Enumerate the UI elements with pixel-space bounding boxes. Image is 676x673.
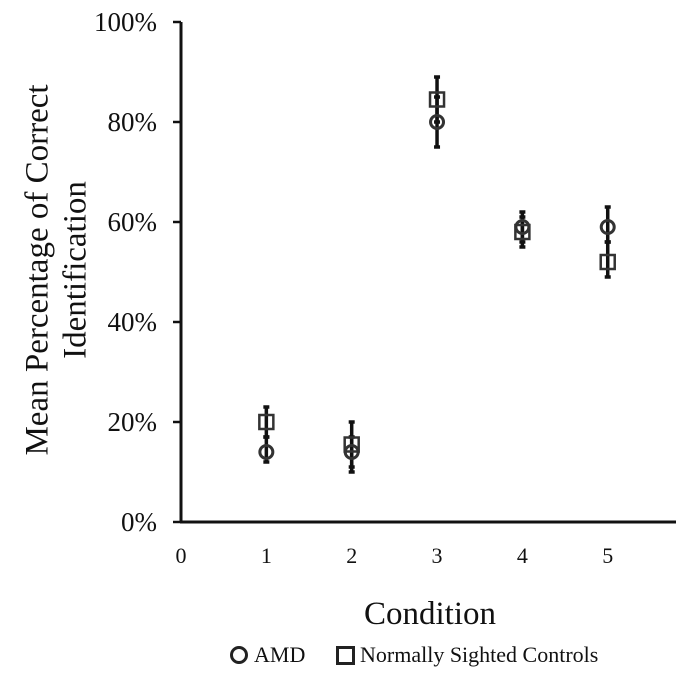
legend-label-controls: Normally Sighted Controls <box>360 642 599 667</box>
control-point <box>514 223 531 241</box>
amd-point <box>258 444 275 460</box>
amd-point <box>429 114 446 130</box>
control-point <box>599 253 616 271</box>
control-point <box>258 413 275 431</box>
x-tick-label: 4 <box>517 543 528 568</box>
circle-marker-icon <box>230 646 248 664</box>
x-tick-label: 1 <box>261 543 272 568</box>
y-tick-label: 60% <box>108 207 158 237</box>
y-axis-label-line: Mean Percentage of Correct <box>20 84 56 455</box>
control-point <box>343 436 360 453</box>
legend-label-amd: AMD <box>254 642 306 667</box>
y-axis-ticks: 0% 20% 40% 60% 80% 100% <box>94 7 181 537</box>
y-axis-label: Mean Percentage of Correct Identification <box>20 84 94 455</box>
data-marks <box>258 75 616 474</box>
y-tick-label: 80% <box>108 107 158 137</box>
x-tick-label: 2 <box>346 543 357 568</box>
axes <box>179 22 676 524</box>
x-tick-label: 0 <box>176 543 187 568</box>
amd-point <box>599 219 616 235</box>
chart: 0% 20% 40% 60% 80% 100% 0 1 2 3 4 5 Condition Mean… <box>20 7 676 632</box>
y-tick-label: 40% <box>108 307 158 337</box>
x-tick-label: 5 <box>602 543 613 568</box>
y-axis-label-line: Identification <box>58 181 94 359</box>
y-tick-label: 0% <box>121 507 157 537</box>
control-point <box>428 91 446 108</box>
y-tick-label: 100% <box>94 7 157 37</box>
legend-item-amd: AMD <box>230 642 305 668</box>
x-axis-ticks: 0 1 2 3 4 5 <box>176 543 614 568</box>
x-tick-label: 3 <box>432 543 443 568</box>
legend: AMD Normally Sighted Controls <box>0 642 676 672</box>
legend-item-controls: Normally Sighted Controls <box>336 642 598 668</box>
x-axis-label: Condition <box>364 596 496 632</box>
square-marker-icon <box>336 645 355 665</box>
y-tick-label: 20% <box>108 407 158 437</box>
